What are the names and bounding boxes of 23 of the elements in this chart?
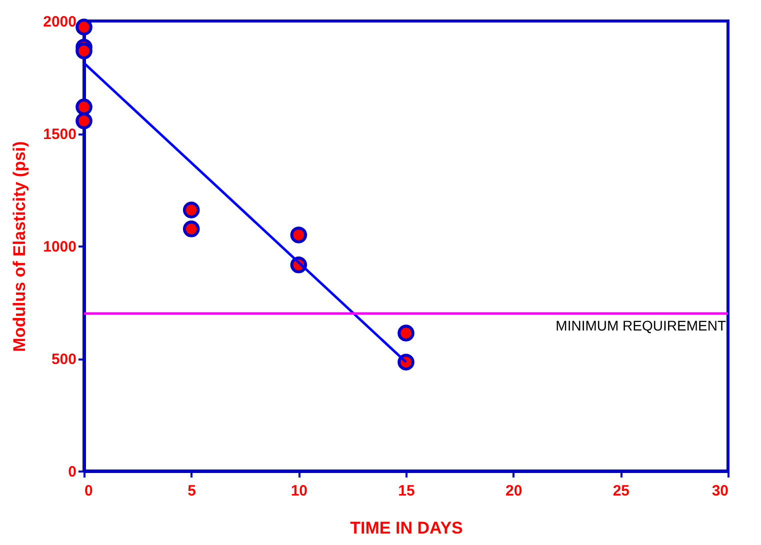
- x-tick-label: 20: [505, 482, 522, 500]
- point: [76, 112, 92, 130]
- y-tick-label: 1500: [43, 126, 76, 143]
- y-tick-label: 2000: [43, 14, 76, 30]
- point: [182, 220, 200, 238]
- x-tick-label: 0: [84, 482, 93, 500]
- x-tick-label: 30: [712, 482, 728, 500]
- ref-line-label: MINIMUM REQUIREMENT: [556, 318, 726, 334]
- x-tick-label: 15: [398, 482, 415, 500]
- point: [76, 98, 92, 116]
- y-axis-title: Modulus of Elasticity (psi): [10, 141, 30, 352]
- point: [76, 18, 92, 36]
- x-tick-label: 10: [290, 482, 308, 500]
- point: [76, 42, 92, 60]
- x-tick-label: 25: [612, 482, 630, 500]
- x-tick-label: 5: [188, 482, 196, 500]
- y-tick-label: 500: [51, 351, 76, 368]
- point: [290, 226, 308, 244]
- point: [398, 324, 414, 342]
- point: [182, 202, 200, 218]
- x-axis-title: TIME IN DAYS: [350, 518, 463, 538]
- y-tick-label: 0: [68, 464, 76, 480]
- y-tick-label: 1000: [43, 238, 76, 256]
